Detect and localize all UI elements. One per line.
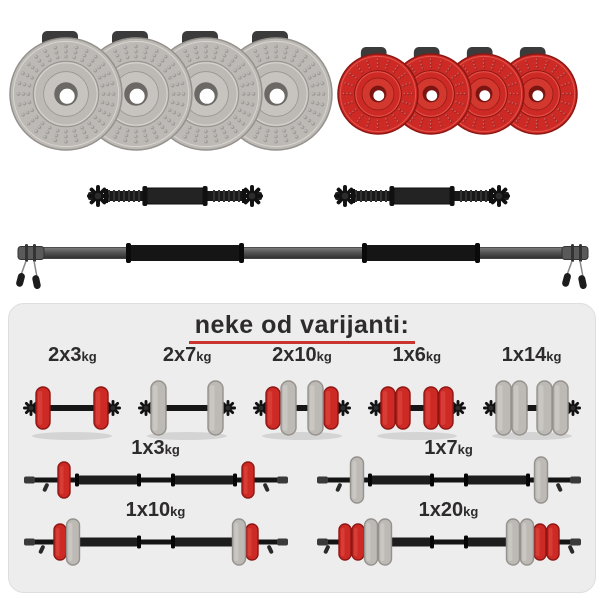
variant-art <box>361 364 473 442</box>
variant-2x10kg: 2x10kg <box>245 345 360 442</box>
variant-art <box>476 364 588 442</box>
variant-label: 2x10kg <box>245 345 360 366</box>
variant-label: 1x6kg <box>359 345 474 366</box>
variant-label: 1x7kg <box>302 438 595 459</box>
variants-panel: neke od varijanti: 2x3kg2x7kg2x10kg1x6kg… <box>8 303 596 593</box>
variant-label: 2x3kg <box>15 345 130 366</box>
red-weight-plates <box>338 47 418 134</box>
variant-row: 2x3kg2x7kg2x10kg1x6kg1x14kg <box>9 345 595 442</box>
barbell-bar <box>15 243 588 290</box>
variant-1x14kg: 1x14kg <box>474 345 589 442</box>
variant-label: 2x7kg <box>130 345 245 366</box>
variants-title: neke od varijanti: <box>189 311 416 344</box>
variant-art <box>16 364 128 442</box>
variants-rows: 2x3kg2x7kg2x10kg1x6kg1x14kg1x3kg1x7kg1x1… <box>9 345 595 566</box>
variant-1x20kg: 1x20kg <box>302 500 595 566</box>
variant-2x3kg: 2x3kg <box>15 345 130 442</box>
dumbbell-bar-left <box>87 185 263 207</box>
dumbbell-bar-right <box>334 185 510 207</box>
variant-label: 1x3kg <box>9 438 302 459</box>
variant-row: 1x3kg1x7kg <box>9 438 595 504</box>
variant-1x3kg: 1x3kg <box>9 438 302 504</box>
variant-row: 1x10kg1x20kg <box>9 500 595 566</box>
equipment-art <box>0 0 604 300</box>
variant-1x6kg: 1x6kg <box>359 345 474 442</box>
variant-label: 1x10kg <box>9 500 302 521</box>
product-image: neke od varijanti: 2x3kg2x7kg2x10kg1x6kg… <box>0 0 604 604</box>
variant-1x7kg: 1x7kg <box>302 438 595 504</box>
variant-art <box>246 364 358 442</box>
variant-1x10kg: 1x10kg <box>9 500 302 566</box>
variants-title-wrap: neke od varijanti: <box>9 311 595 344</box>
variant-label: 1x14kg <box>474 345 589 366</box>
variant-label: 1x20kg <box>302 500 595 521</box>
variant-2x7kg: 2x7kg <box>130 345 245 442</box>
variant-art <box>131 364 243 442</box>
